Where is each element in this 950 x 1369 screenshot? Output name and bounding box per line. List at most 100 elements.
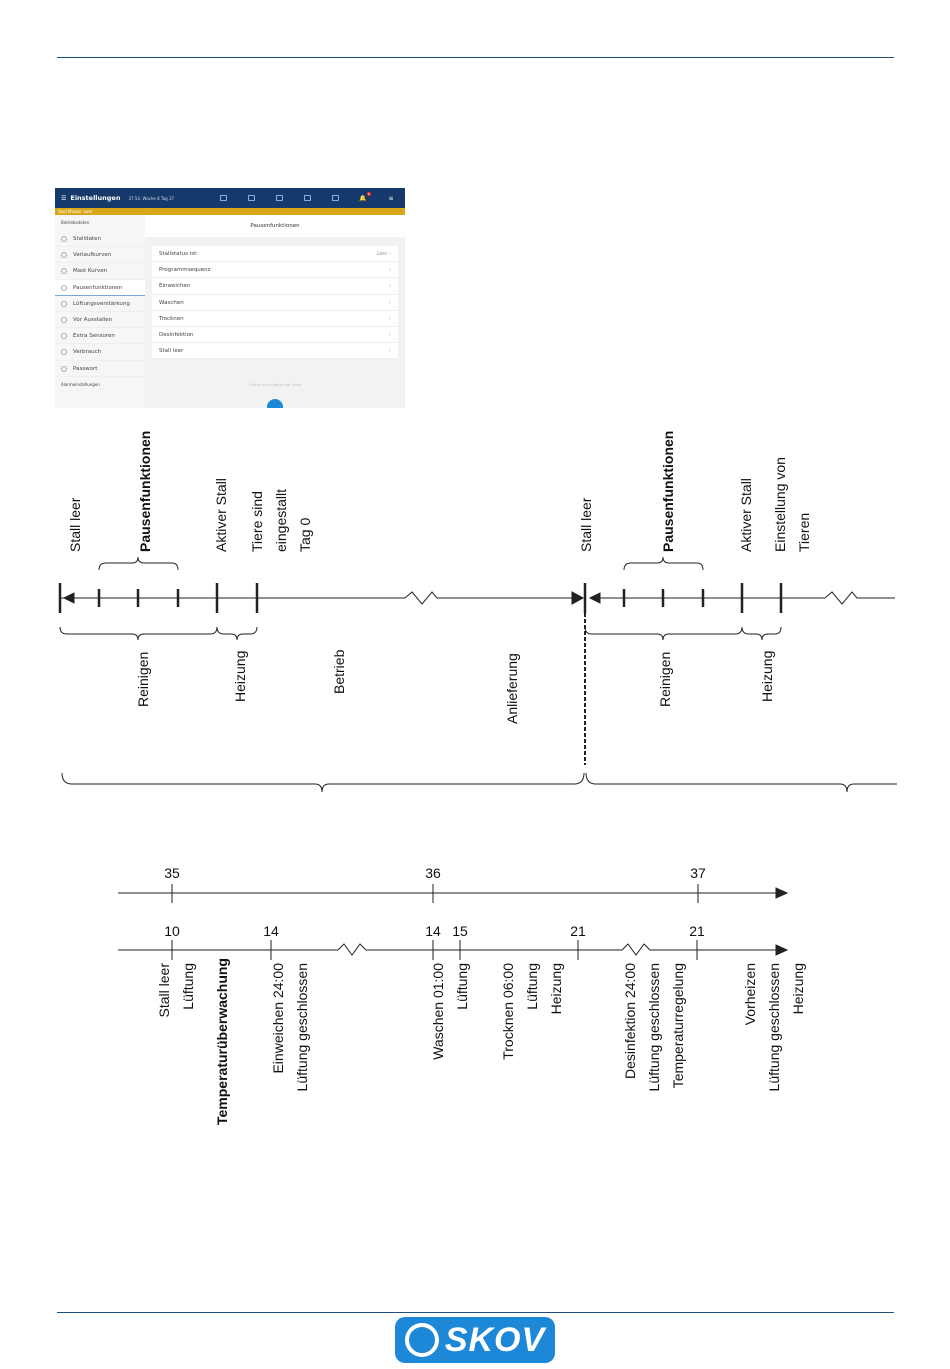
day-tick: 14 — [263, 923, 279, 939]
sidebar-item-vor-ausstallen[interactable]: Vor Ausstallen — [55, 312, 145, 329]
event-label: Waschen 01:00 — [430, 963, 446, 1060]
label-tiere-eingestallt: Tiere sind eingestallt Tag 0 — [249, 488, 313, 552]
row-waschen[interactable]: Waschen › — [152, 295, 398, 311]
sidebar-item-label: Extra Sensoren — [73, 333, 115, 340]
sidebar-section[interactable]: Alarmeinstellungen — [61, 381, 100, 387]
sidebar-item-label: Pausenfunktionen — [73, 284, 123, 291]
day-tick: 14 — [425, 923, 441, 939]
row-label: Stall leer — [159, 348, 184, 355]
brace — [623, 556, 704, 571]
house-icon[interactable] — [220, 195, 228, 201]
label-pausenfunktionen: Pausenfunktionen — [137, 430, 153, 552]
ui-screenshot: ☰ Einstellungen 37.54, Woche 8 Tag 37 🔔 1… — [55, 188, 405, 408]
week-tick: 37 — [690, 865, 706, 881]
row-label: Programmsequenz — [159, 267, 211, 274]
brace — [741, 626, 782, 641]
label-stall-leer: Stall leer — [67, 497, 83, 552]
status-bar: Stall Modus: Leer — [55, 208, 405, 215]
chevron-right-icon: › — [389, 283, 391, 290]
sidebar-item-label: Passwort — [73, 365, 98, 372]
item-icon — [61, 333, 67, 340]
sidebar-item-stalldaten[interactable]: Stalldaten — [55, 231, 145, 248]
label-reinigen: Reinigen — [657, 651, 673, 707]
chevron-right-icon: › — [389, 331, 391, 338]
day-tick: 15 — [452, 923, 468, 939]
event-label: Lüftung geschlossen — [294, 963, 310, 1092]
settings-list: Stallstatus ist: Leer › Programmsequenz › … — [152, 246, 398, 360]
brace — [584, 626, 743, 641]
day-tick: 10 — [164, 923, 180, 939]
event-label: Heizung — [790, 963, 806, 1015]
row-einweichen[interactable]: Einweichen › — [152, 278, 398, 295]
sidebar-item-label: Stalldaten — [73, 236, 101, 242]
arrowhead — [571, 591, 585, 605]
label-aktiver-stall: Aktiver Stall — [738, 478, 754, 552]
item-icon — [61, 236, 67, 242]
chevron-right-icon: › — [389, 267, 391, 274]
row-label: Desinfektion — [159, 331, 194, 338]
label-pausenfunktionen: Pausenfunktionen — [660, 430, 676, 552]
day-tick: 21 — [570, 923, 586, 939]
chevron-right-icon: › — [389, 348, 391, 355]
item-icon — [61, 284, 67, 291]
row-value: Leer › — [376, 251, 392, 257]
row-stallstatus[interactable]: Stallstatus ist: Leer › — [152, 246, 398, 263]
sidebar-item-lueftungsverstaerkung[interactable]: Lüftungsverstärkung — [55, 296, 145, 312]
label-einstellung-tieren: Einstellung von Tieren — [772, 457, 812, 552]
event-label: Desinfektion 24:00 — [622, 963, 638, 1079]
row-label: Stallstatus ist: — [159, 251, 199, 257]
arrowhead — [62, 592, 75, 604]
row-stall-leer[interactable]: Stall leer › — [152, 343, 398, 360]
row-label: Einweichen — [159, 283, 191, 290]
event-label: Stall leer — [156, 963, 172, 1018]
event-label: Vorheizen — [742, 963, 758, 1026]
item-icon — [61, 316, 67, 323]
logo-mark-icon — [404, 1323, 439, 1357]
week-tick: 35 — [164, 865, 180, 881]
scroll-up-button[interactable] — [267, 399, 283, 408]
event-label: Heizung — [548, 963, 564, 1015]
sidebar-item-verlaufkurven[interactable]: Verlaufkurven — [55, 247, 145, 264]
event-label: Trocknen 06:00 — [500, 963, 516, 1060]
row-desinfektion[interactable]: Desinfektion › — [152, 327, 398, 344]
sidebar-item-mast-kurven[interactable]: Mast Kurven — [55, 263, 145, 280]
back-to-top-link[interactable]: Zurück zum Oberen der Seite — [249, 383, 301, 387]
main-panel: Pausenfunktionen Stallstatus ist: Leer › … — [145, 215, 405, 408]
diagram2-lines — [118, 884, 789, 960]
sidebar-item-label: Mast Kurven — [73, 268, 108, 275]
footer-rule — [57, 1312, 894, 1313]
sidebar-item-passwort[interactable]: Passwort — [55, 361, 145, 377]
item-icon — [61, 300, 67, 307]
event-label: Lüftung — [524, 963, 540, 1010]
event-label: Lüftung geschlossen — [766, 963, 782, 1092]
item-icon — [61, 268, 67, 275]
house-icon[interactable] — [304, 195, 312, 201]
sidebar-section[interactable]: Betriebsdaten — [61, 220, 90, 225]
header-rule — [57, 57, 894, 58]
house-icon[interactable] — [276, 195, 284, 201]
row-programmsequenz[interactable]: Programmsequenz › — [152, 262, 398, 279]
label-aktiver-stall: Aktiver Stall — [213, 478, 229, 552]
sidebar-item-label: Verbrauch — [73, 349, 102, 356]
row-label: Trocknen — [159, 315, 184, 322]
brace — [216, 626, 258, 641]
sidebar-item-pausenfunktionen[interactable]: Pausenfunktionen — [55, 279, 145, 296]
sidebar-item-extra-sensoren[interactable]: Extra Sensoren — [55, 328, 145, 345]
break-mark — [404, 591, 575, 605]
bell-icon[interactable]: 🔔 1 — [359, 191, 371, 202]
app-subtitle: 37.54, Woche 8 Tag 37 — [128, 195, 175, 201]
app-title: Einstellungen — [70, 194, 121, 202]
app-topbar: ☰ Einstellungen 37.54, Woche 8 Tag 37 🔔 1… — [55, 188, 405, 208]
hamburger-icon[interactable]: ≡ — [388, 194, 394, 202]
lock-icon — [61, 365, 67, 372]
house-icon[interactable] — [332, 195, 340, 201]
house-icon[interactable] — [248, 195, 256, 201]
sidebar-item-label: Verlaufkurven — [73, 252, 112, 259]
row-trocknen[interactable]: Trocknen › — [152, 311, 398, 327]
skov-logo: SKOV — [395, 1317, 555, 1363]
label-heizung: Heizung — [759, 650, 775, 702]
brace — [59, 626, 218, 641]
chevron-right-icon: › — [389, 315, 391, 322]
logo-text: SKOV — [444, 1320, 546, 1359]
sidebar-item-verbrauch[interactable]: Verbrauch — [55, 344, 145, 361]
